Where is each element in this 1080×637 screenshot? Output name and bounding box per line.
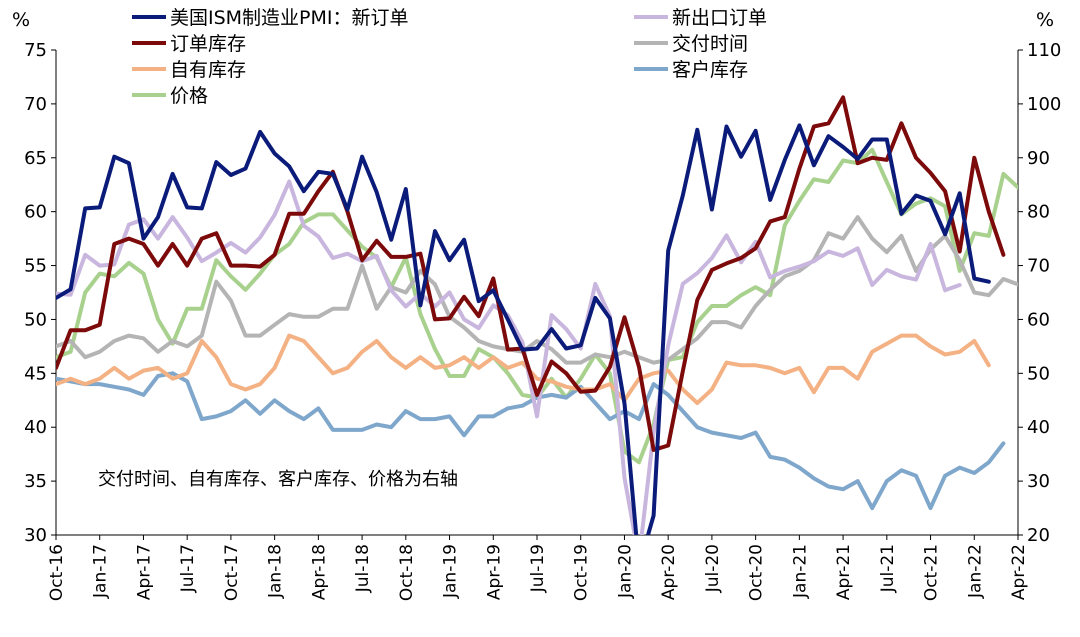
x-tick-label: Oct-19 (572, 544, 592, 601)
x-tick-label: Jul-21 (878, 544, 898, 593)
x-tick-label: Apr-18 (309, 544, 329, 600)
x-tick-label: Jan-17 (91, 544, 111, 599)
legend-label-0: 美国ISM制造业PMI：新订单 (170, 7, 409, 29)
right-tick-label: 80 (1027, 202, 1050, 223)
legend-label-1: 订单库存 (170, 33, 246, 55)
x-tick-label: Apr-22 (1009, 544, 1029, 600)
axes-layer: 30 35 40 45 50 55 60 65 70 75 20 30 40 50 60 70 80 90 100 1… (24, 40, 1061, 601)
x-tick-label: Jan-20 (615, 544, 635, 599)
right-tick-label: 100 (1027, 94, 1061, 115)
x-tick-label: Jul-18 (353, 544, 373, 593)
x-tick-label: Oct-16 (47, 544, 67, 601)
left-tick-label: 50 (24, 309, 47, 330)
left-tick-label: 45 (24, 363, 47, 384)
x-tick-label: Jul-19 (528, 544, 548, 593)
right-tick-label: 70 (1027, 256, 1050, 277)
x-tick-label: Oct-20 (747, 544, 767, 601)
right-tick-label: 60 (1027, 309, 1050, 330)
axis-note-annotation: 交付时间、自有库存、客户库存、价格为右轴 (98, 469, 458, 490)
legend-label-3: 价格 (170, 85, 208, 107)
left-tick-label: 65 (24, 148, 47, 169)
legend-label-5: 交付时间 (672, 33, 748, 55)
series-layer (56, 95, 1018, 535)
series-group (56, 95, 1018, 535)
x-tick-label: Apr-19 (484, 544, 504, 600)
x-tick-label: Oct-17 (222, 544, 242, 601)
legend-label-6: 客户库存 (672, 59, 748, 81)
legend-label-4: 新出口订单 (672, 7, 767, 29)
x-tick-label: Apr-20 (659, 544, 679, 600)
series-line-1 (56, 95, 1006, 452)
left-tick-label: 70 (24, 94, 47, 115)
left-tick-label: 60 (24, 202, 47, 223)
x-tick-label: Jul-20 (703, 544, 723, 593)
right-tick-label: 90 (1027, 148, 1050, 169)
right-tick-label: 110 (1027, 40, 1061, 61)
left-axis-unit: % (12, 9, 30, 31)
legend-label-2: 自有库存 (170, 59, 246, 81)
series-line-5 (56, 371, 1006, 511)
left-tick-label: 75 (24, 40, 47, 61)
left-tick-label: 30 (24, 525, 47, 546)
left-tick-label: 40 (24, 417, 47, 438)
x-tick-label: Oct-18 (397, 544, 417, 601)
right-tick-label: 50 (1027, 363, 1050, 384)
series-line-4 (56, 215, 1018, 365)
x-tick-label: Oct-21 (922, 544, 942, 601)
series-line-2 (56, 333, 991, 405)
x-tick-label: Jan-21 (790, 544, 810, 599)
x-tick-label: Jan-18 (266, 544, 286, 599)
x-tick-label: Jul-17 (178, 544, 198, 593)
left-tick-label: 35 (24, 471, 47, 492)
x-tick-label: Jan-19 (441, 544, 461, 599)
right-axis-unit: % (1036, 9, 1054, 31)
right-tick-label: 40 (1027, 417, 1050, 438)
right-tick-label: 30 (1027, 471, 1050, 492)
x-tick-label: Apr-21 (834, 544, 854, 600)
x-tick-label: Apr-17 (134, 544, 154, 600)
left-tick-label: 55 (24, 256, 47, 277)
right-tick-label: 20 (1027, 525, 1050, 546)
series-line-0 (56, 123, 991, 535)
x-tick-label: Jan-22 (965, 544, 985, 599)
